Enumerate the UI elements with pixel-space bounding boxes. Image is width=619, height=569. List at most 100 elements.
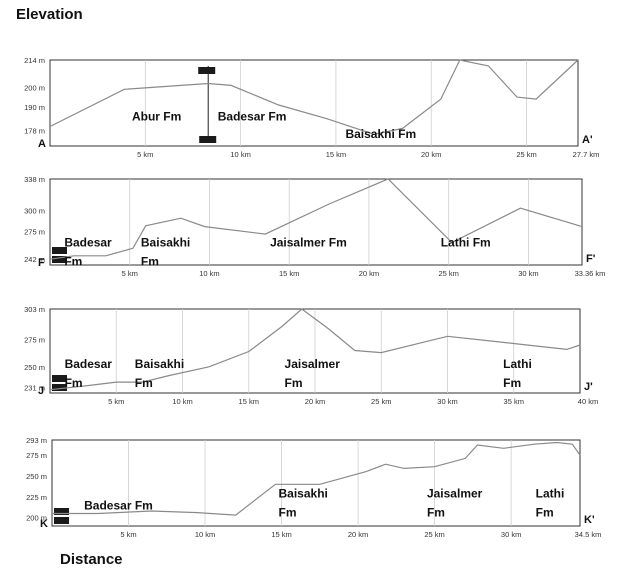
x-tick-label: 25 km: [424, 530, 444, 539]
y-tick-label: 293 m: [26, 436, 47, 445]
profile-start-label: F: [38, 257, 45, 269]
formation-label: Baisakhi Fm: [345, 127, 416, 141]
profile-end-label: F': [586, 253, 596, 265]
formation-label-line: Badesar: [64, 236, 112, 250]
formation-label: Lathi Fm: [441, 236, 491, 250]
formation-label-line: Jaisalmer: [285, 357, 341, 371]
profile-start-label: A: [38, 138, 46, 150]
formation-label-line: Baisakhi: [279, 487, 328, 501]
start-tag: [52, 247, 67, 254]
formation-label-line: Badesar Fm: [84, 498, 153, 512]
profile-panel-2: 5 km 10 km 15 km 20 km 25 km 30 km 33.36 km 242…: [24, 175, 605, 278]
x-tick-label: 20 km: [348, 530, 368, 539]
y-tick-label: 300 m: [24, 207, 45, 216]
x-tick-label: 10 km: [195, 530, 215, 539]
formation-label-line: Baisakhi Fm: [345, 127, 416, 141]
formation-label: Jaisalmer Fm: [270, 236, 347, 250]
y-tick-label: 275 m: [24, 336, 45, 345]
profile-start-label: J: [38, 385, 44, 397]
x-tick-label: 35 km: [504, 397, 524, 406]
profile-panel-4: 5 km 10 km 15 km 20 km 25 km 30 km 34.5 km 200 …: [26, 436, 601, 539]
y-tick-label: 225 m: [26, 493, 47, 502]
x-tick-label: 25 km: [371, 397, 391, 406]
y-tick-label: 250 m: [26, 472, 47, 481]
formation-label: Baisakhi Fm: [135, 357, 184, 390]
formation-label-line: Fm: [285, 376, 303, 390]
x-tick-label: 15 km: [279, 269, 299, 278]
y-tick-label: 338 m: [24, 175, 45, 184]
formation-label: Jaisalmer Fm: [285, 357, 341, 390]
start-tag: [52, 256, 67, 263]
x-tick-label: 25 km: [516, 150, 536, 159]
profile-end-label: J': [584, 381, 593, 393]
formation-label: Abur Fm: [132, 110, 181, 124]
formation-label: Baisakhi Fm: [279, 487, 328, 520]
formation-label-line: Badesar Fm: [218, 110, 287, 124]
formation-label-line: Fm: [135, 376, 153, 390]
formation-label: Badesar Fm: [64, 236, 112, 269]
plot-frame: [49, 59, 579, 147]
x-tick-label: 30 km: [518, 269, 538, 278]
y-tick-label: 242 m: [24, 255, 45, 264]
start-tag: [52, 375, 67, 382]
boundary-tag: [198, 67, 216, 74]
formation-label-line: Fm: [427, 506, 445, 520]
formation-label-line: Fm: [503, 376, 521, 390]
profile-end-label: K': [584, 514, 595, 526]
formation-label: Badesar Fm: [84, 498, 153, 512]
x-tick-label: 34.5 km: [575, 530, 602, 539]
y-tick-label: 250 m: [24, 363, 45, 372]
formation-label-line: Fm: [64, 255, 82, 269]
x-tick-label: 27.7 km: [573, 150, 600, 159]
formation-label-line: Baisakhi: [141, 236, 190, 250]
x-tick-label: 10 km: [230, 150, 250, 159]
formation-label: Lathi Fm: [503, 357, 532, 390]
formation-label-line: Fm: [536, 506, 554, 520]
x-tick-label: 20 km: [305, 397, 325, 406]
x-tick-label: 10 km: [199, 269, 219, 278]
x-tick-label: 30 km: [437, 397, 457, 406]
start-tag: [54, 517, 69, 524]
formation-label-line: Lathi Fm: [441, 236, 491, 250]
formation-label-line: Lathi: [536, 487, 565, 501]
formation-label: Badesar Fm: [65, 357, 113, 390]
y-tick-label: 200 m: [26, 514, 47, 523]
formation-label-line: Badesar: [65, 357, 113, 371]
formation-label-line: Fm: [65, 376, 83, 390]
profile-panel-3: 5 km 10 km 15 km 20 km 25 km 30 km 35 km 40 km 2…: [24, 305, 598, 406]
formation-label-line: Abur Fm: [132, 110, 181, 124]
y-tick-label: 214 m: [24, 56, 45, 65]
distance-label: Distance: [60, 551, 123, 568]
x-tick-label: 33.36 km: [575, 269, 606, 278]
formation-label-line: Lathi: [503, 357, 532, 371]
start-tag: [52, 384, 67, 391]
plot-frame: [51, 439, 581, 527]
formation-label-line: Baisakhi: [135, 357, 184, 371]
y-tick-label: 231 m: [24, 384, 45, 393]
profile-start-label: K: [40, 518, 48, 530]
formation-label: Baisakhi Fm: [141, 236, 190, 269]
elevation-line: [49, 59, 579, 135]
formation-label-line: Jaisalmer Fm: [270, 236, 347, 250]
y-tick-label: 178 m: [24, 126, 45, 135]
formation-label: Lathi Fm: [536, 487, 565, 520]
elevation-line: [49, 308, 581, 391]
y-tick-label: 275 m: [26, 451, 47, 460]
y-tick-label: 303 m: [24, 305, 45, 314]
x-tick-label: 10 km: [172, 397, 192, 406]
x-tick-label: 5 km: [108, 397, 124, 406]
x-tick-label: 15 km: [239, 397, 259, 406]
formation-label-line: Jaisalmer: [427, 487, 483, 501]
boundary-tag: [199, 136, 217, 143]
start-tag: [54, 508, 69, 515]
x-tick-label: 5 km: [122, 269, 138, 278]
formation-label-line: Fm: [279, 506, 297, 520]
x-tick-label: 5 km: [137, 150, 153, 159]
formation-label: Badesar Fm: [218, 110, 287, 124]
profile-end-label: A': [582, 134, 593, 146]
x-tick-label: 15 km: [326, 150, 346, 159]
profile-panel-1: 5 km 10 km 15 km 20 km 25 km 27.7 km 178 m 190 …: [24, 56, 599, 159]
formation-label-line: Fm: [141, 255, 159, 269]
x-tick-label: 15 km: [271, 530, 291, 539]
